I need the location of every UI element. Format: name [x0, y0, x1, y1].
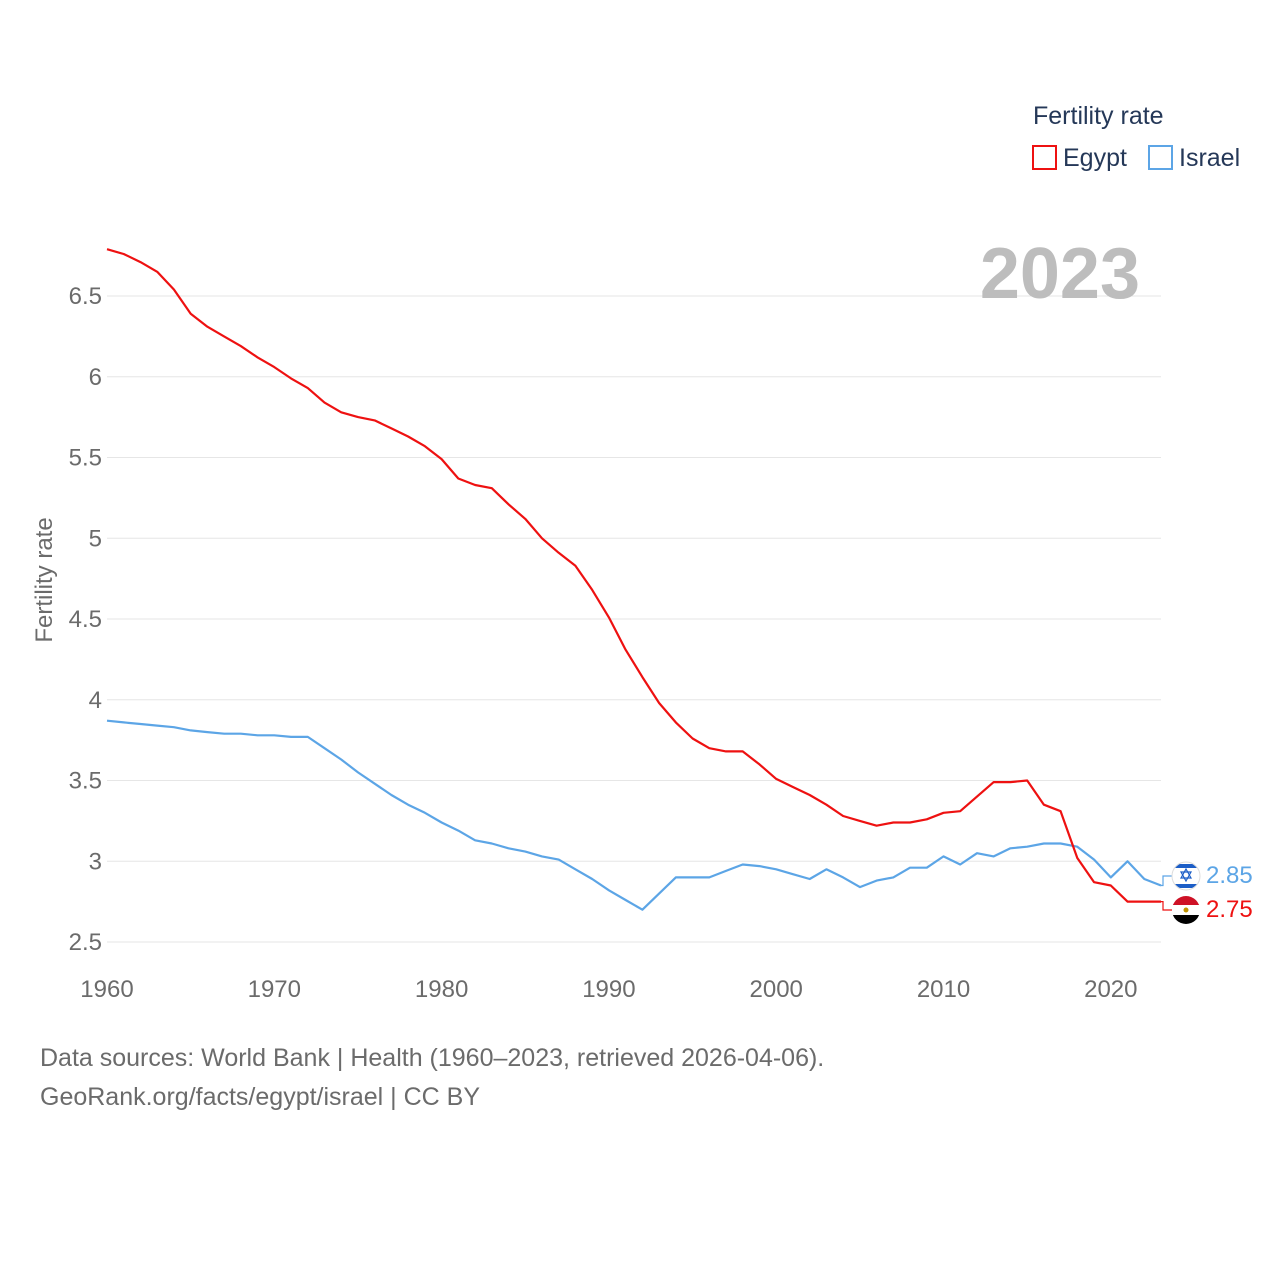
y-axis-ticks: 2.5 3 3.5 4 4.5 5 5.5 6 6.5 [69, 283, 102, 956]
x-tick-label: 2020 [1084, 976, 1137, 1003]
attribution-link[interactable]: GeoRank.org/facts/egypt/israel | CC BY [40, 1083, 481, 1111]
series-line-egypt[interactable] [106, 248, 1161, 903]
x-tick-label: 1980 [415, 976, 468, 1003]
y-tick-label: 3.5 [69, 768, 102, 795]
y-tick-label: 6.5 [69, 283, 102, 310]
y-tick-label: 2.5 [69, 929, 102, 956]
egypt-end-value: 2.75 [1206, 896, 1253, 923]
legend: Fertility rate Egypt Israel [1032, 102, 1240, 172]
data-sources-note: Data sources: World Bank | Health (1960–… [40, 1044, 825, 1072]
y-tick-label: 6 [89, 364, 102, 391]
legend-swatch-egypt[interactable] [1032, 145, 1057, 170]
end-markers: 2.85 2.75 [1171, 861, 1253, 924]
y-tick-label: 4 [89, 687, 102, 714]
x-axis-ticks: 1960 1970 1980 1990 2000 2010 2020 [80, 976, 1137, 1003]
israel-flag-icon [1171, 861, 1201, 891]
y-axis-title: Fertility rate [31, 517, 58, 642]
x-tick-label: 1990 [582, 976, 635, 1003]
end-connector-egypt [1161, 901, 1172, 911]
x-tick-label: 1970 [248, 976, 301, 1003]
y-tick-label: 5 [89, 525, 102, 552]
x-tick-label: 1960 [80, 976, 133, 1003]
egypt-flag-icon [1172, 896, 1200, 924]
legend-label-egypt[interactable]: Egypt [1063, 144, 1127, 172]
series-line-israel[interactable] [106, 719, 1162, 911]
y-tick-label: 3 [89, 848, 102, 875]
y-tick-label: 4.5 [69, 606, 102, 633]
gridlines [107, 295, 1161, 943]
y-tick-label: 5.5 [69, 445, 102, 472]
year-label: 2023 [980, 234, 1140, 314]
series-lines [106, 248, 1172, 911]
end-connector-israel [1161, 875, 1172, 887]
legend-label-israel[interactable]: Israel [1179, 144, 1240, 172]
x-tick-label: 2000 [750, 976, 803, 1003]
x-tick-label: 2010 [917, 976, 970, 1003]
legend-title: Fertility rate [1033, 102, 1164, 130]
israel-end-value: 2.85 [1206, 862, 1253, 889]
legend-swatch-israel[interactable] [1148, 145, 1173, 170]
